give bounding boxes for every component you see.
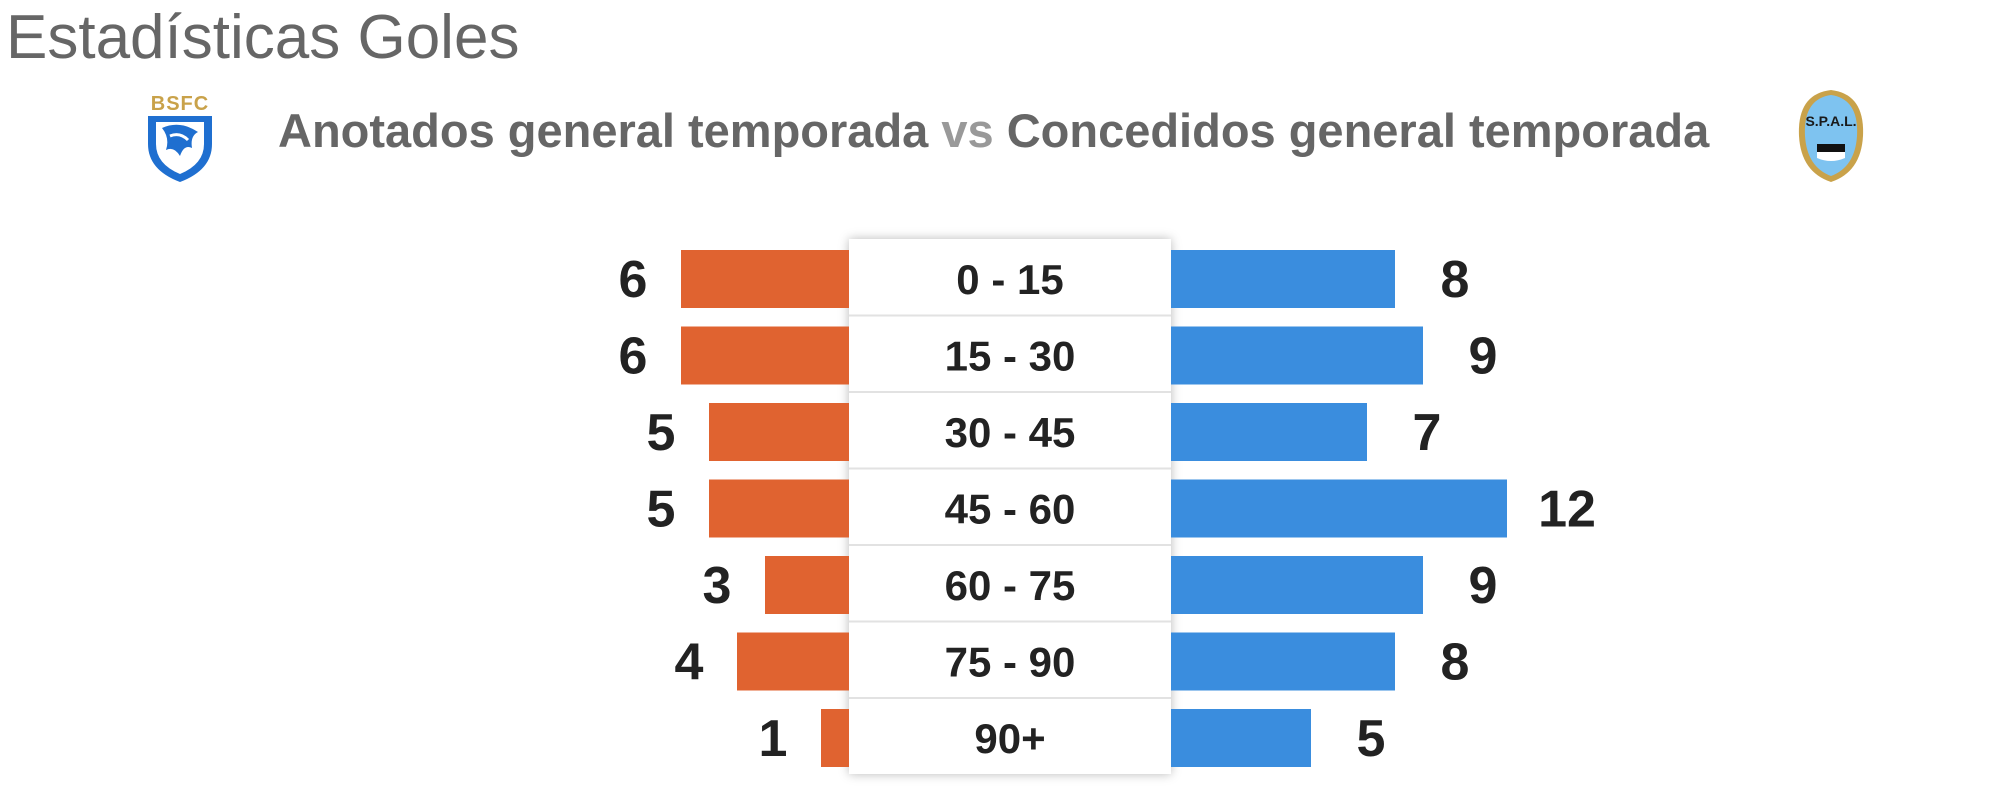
left-bar-4: [765, 556, 849, 614]
right-value-label-2: 7: [1413, 404, 1442, 462]
spal-logo-icon: S.P.A.L.: [1795, 86, 1867, 186]
right-bar-6: [1171, 709, 1311, 767]
left-bar-2: [709, 403, 849, 461]
right-bar-5: [1171, 632, 1395, 691]
right-value-label-1: 9: [1469, 328, 1498, 386]
category-column: [849, 239, 1171, 774]
right-value-label-5: 8: [1441, 634, 1470, 692]
brescia-logo-icon: BSFC: [140, 92, 220, 184]
category-label-2: 30 - 45: [945, 409, 1076, 456]
left-bar-6: [821, 709, 849, 767]
left-value-label-5: 4: [675, 634, 704, 692]
left-value-label-3: 5: [647, 481, 676, 539]
right-bar-3: [1171, 479, 1507, 538]
category-label-3: 45 - 60: [945, 486, 1076, 533]
subtitle-left: Anotados general temporada: [278, 104, 929, 157]
category-label-6: 90+: [974, 715, 1045, 762]
right-bar-0: [1171, 250, 1395, 308]
category-label-1: 15 - 30: [945, 333, 1076, 380]
category-label-5: 75 - 90: [945, 639, 1076, 686]
left-bar-5: [737, 632, 849, 691]
right-value-label-0: 8: [1441, 251, 1470, 309]
right-value-label-4: 9: [1469, 557, 1498, 615]
right-value-label-3: 12: [1538, 481, 1596, 539]
right-bar-2: [1171, 403, 1367, 461]
left-value-label-4: 3: [703, 557, 732, 615]
right-bar-4: [1171, 556, 1423, 614]
category-label-4: 60 - 75: [945, 562, 1076, 609]
page-title: Estadísticas Goles: [6, 3, 520, 72]
left-value-label-1: 6: [619, 328, 648, 386]
left-bar-3: [709, 479, 849, 538]
subtitle-vs: vs: [941, 104, 994, 157]
chart-subtitle: Anotados general temporada vs Concedidos…: [278, 103, 1709, 158]
left-bar-0: [681, 250, 849, 308]
svg-text:BSFC: BSFC: [151, 93, 209, 115]
svg-text:S.P.A.L.: S.P.A.L.: [1805, 113, 1856, 129]
left-value-label-0: 6: [619, 251, 648, 309]
subtitle-right: Concedidos general temporada: [1006, 104, 1710, 157]
left-value-label-6: 1: [759, 710, 788, 768]
right-value-label-6: 5: [1357, 710, 1386, 768]
left-value-label-2: 5: [647, 404, 676, 462]
category-label-0: 0 - 15: [956, 256, 1063, 303]
right-bar-1: [1171, 326, 1423, 385]
left-bar-1: [681, 326, 849, 385]
